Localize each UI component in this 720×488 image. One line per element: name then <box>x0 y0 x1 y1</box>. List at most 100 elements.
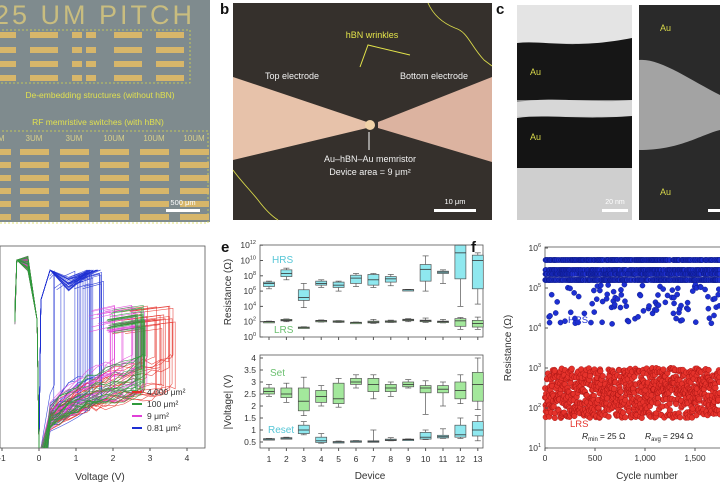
hrs-point <box>669 287 676 293</box>
switch-pad <box>140 149 169 155</box>
scale-bar-b <box>434 209 476 212</box>
switch-pad <box>180 175 209 181</box>
column-label: 3UM <box>66 134 83 143</box>
contact-pad <box>114 75 142 81</box>
hrs-point <box>625 318 632 325</box>
hrs-point <box>711 312 717 319</box>
hrs-point <box>653 307 660 313</box>
hrs-box <box>297 289 310 301</box>
iv-trace <box>38 269 94 449</box>
y-tick-exponent: 0 <box>253 332 256 338</box>
hrs-point <box>670 310 677 317</box>
hrs-point <box>546 319 553 326</box>
memristor-label: Au–hBN–Au memristor <box>324 154 416 164</box>
iv-trace <box>14 259 40 449</box>
lrs-point <box>677 414 684 421</box>
au-label: Au <box>530 67 541 77</box>
switch-pad <box>0 214 11 220</box>
set-box <box>297 387 310 412</box>
lrs-point <box>696 395 703 402</box>
iv-trace <box>46 314 137 449</box>
hrs-point <box>589 300 595 307</box>
x-tick-label-f: 0 <box>543 453 548 463</box>
iv-trace <box>44 307 144 449</box>
scale-bar-c <box>602 209 628 212</box>
hrs-point <box>605 282 611 288</box>
iv-trace <box>47 314 138 449</box>
ravg-symbol: R <box>645 431 651 441</box>
x-tick-label-d: -1 <box>0 453 6 463</box>
scale-bar-c-label: 20 nm <box>605 199 625 206</box>
hrs-point <box>599 319 605 326</box>
set-box <box>471 372 484 402</box>
hrs-point <box>692 319 699 325</box>
hrs-point <box>547 313 553 319</box>
lrs-label-f: LRS <box>570 419 588 430</box>
y-tick-label-e-top: 1012 <box>240 240 256 250</box>
iv-trace <box>43 327 145 449</box>
reset-box <box>454 424 467 438</box>
contact-pad <box>156 32 184 38</box>
switch-pad <box>20 162 49 168</box>
panel-b-micrograph: hBN wrinkles Top electrode Bottom electr… <box>232 2 493 221</box>
y-tick-label-f: 104 <box>528 323 541 333</box>
hrs-point <box>617 304 624 311</box>
lrs-point <box>705 366 712 373</box>
y-tick-label-e-bottom: 1 <box>251 425 256 435</box>
column-label: 10UM <box>103 134 125 143</box>
hrs-point <box>567 309 574 316</box>
lrs-point <box>673 401 680 408</box>
hrs-point <box>610 288 617 295</box>
lrs-point <box>599 373 606 380</box>
y-tick-label-f: 102 <box>528 403 541 413</box>
switch-pad <box>0 175 11 181</box>
hrs-point <box>588 319 594 326</box>
set-box <box>263 387 275 395</box>
y-tick-label-f: 101 <box>528 443 541 453</box>
column-label: 10UM <box>143 134 165 143</box>
hrs-point <box>575 293 582 300</box>
deembed-box <box>0 29 191 84</box>
hrs-box <box>454 244 467 280</box>
lrs-point <box>568 365 575 372</box>
hrs-point <box>567 285 573 292</box>
set-box <box>419 385 432 394</box>
y-tick-label-e-bottom: 4 <box>251 353 256 363</box>
switch-pad <box>60 188 89 194</box>
hrs-point <box>639 282 646 289</box>
iv-trace <box>47 270 90 449</box>
endurance-points <box>542 257 720 421</box>
au-label: Au <box>660 187 671 197</box>
set-box <box>280 387 293 398</box>
y-tick-exponent: 1 <box>538 443 541 449</box>
reset-box <box>471 421 484 437</box>
y-tick-exponent: 3 <box>538 363 541 369</box>
hrs-point <box>623 303 630 309</box>
switch-pad <box>100 162 129 168</box>
hrs-point <box>674 291 680 298</box>
lrs-point <box>717 411 720 418</box>
set-box <box>332 382 345 404</box>
panel-d-iv-plot: -1 0 1 2 3 4 Voltage (V) 4,000 μm² 100 μm² 9 μm… <box>0 245 206 483</box>
hrs-point <box>675 285 681 292</box>
tem-top-layer <box>517 5 632 43</box>
hrs-point <box>706 315 713 322</box>
hrs-point <box>646 303 652 309</box>
rmin-value: = 25 Ω <box>600 431 626 441</box>
legend-entry: 100 μm² <box>147 399 179 409</box>
hrs-point <box>715 291 720 298</box>
hrs-point <box>552 310 559 316</box>
lrs-point <box>717 369 720 376</box>
x-tick-label-e: 13 <box>473 454 483 464</box>
x-tick-label-d: 3 <box>148 453 153 463</box>
switch-pad <box>20 214 49 220</box>
set-box <box>350 378 362 385</box>
hrs-point <box>597 287 603 294</box>
switch-pad <box>140 201 169 207</box>
axis-ticks-f: 101 102 103 104 105 106 0 500 1,000 1,500 <box>528 243 705 463</box>
y-tick-label-f: 105 <box>528 283 541 293</box>
x-tick-label-e: 3 <box>301 454 306 464</box>
hrs-point <box>591 287 597 294</box>
switch-pad <box>100 175 129 181</box>
